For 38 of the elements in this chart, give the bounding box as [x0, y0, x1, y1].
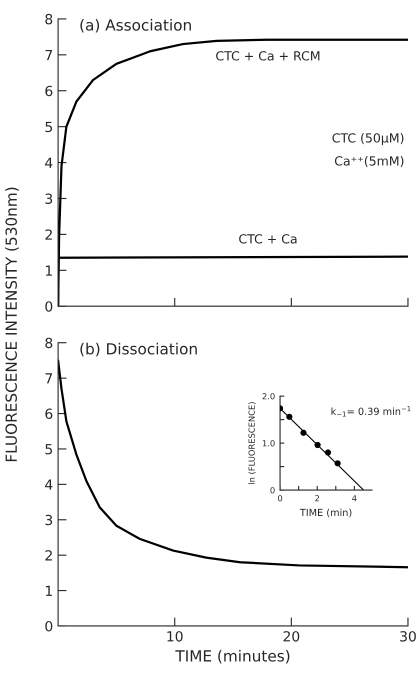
y-tick-label: 0	[45, 620, 52, 632]
series-label: CTC + Ca	[239, 234, 296, 244]
x-tick-label: 4	[352, 495, 357, 502]
x-tick-label: 10	[167, 631, 183, 642]
y-tick-label: 8	[45, 14, 52, 24]
y-tick-label: 1.0	[262, 440, 275, 446]
x-tick-label: 30	[400, 631, 416, 642]
y-tick-label: 7	[46, 373, 52, 384]
y-tick-label: 2.0	[262, 393, 275, 400]
y-tick-label: 8	[45, 338, 52, 348]
y-tick-label: 3	[45, 193, 52, 204]
y-tick-label: 2	[45, 229, 52, 240]
y-tick-label: 1	[46, 586, 52, 596]
y-axis-title: ln (FLUORESCENCE)	[248, 402, 256, 484]
series-label: CTC + Ca + RCM	[216, 51, 320, 61]
y-tick-label: 7	[46, 50, 52, 60]
y-tick-label: 6	[45, 408, 52, 420]
chart-title: (b) Dissociation	[80, 342, 197, 356]
chart-title: (a) Association	[80, 18, 191, 33]
x-tick-label: 0	[278, 495, 282, 502]
y-tick-label: 6	[45, 86, 52, 96]
y-tick-label: 4	[45, 480, 52, 490]
x-tick-label: 2	[315, 495, 320, 502]
y-tick-label: 3	[45, 514, 52, 526]
y-tick-label: 5	[45, 122, 52, 132]
y-tick-label: 2	[45, 550, 52, 560]
x-axis-title: TIME (min)	[300, 508, 352, 518]
y-tick-label: 0	[270, 487, 275, 494]
y-tick-label: 5	[45, 444, 52, 454]
y-tick-label: 4	[45, 158, 52, 168]
y-tick-label: 1	[46, 265, 52, 276]
x-tick-label: 20	[284, 631, 300, 642]
annotation: Ca⁺⁺(5mM)	[334, 156, 404, 168]
x-axis-title: TIME (minutes)	[175, 650, 290, 664]
annotation: CTC (50μM)	[332, 132, 404, 146]
y-tick-label: 0	[45, 301, 52, 312]
y-axis-title: FLUORESCENCE INTENSITY (530nm)	[5, 188, 19, 462]
annotation: k$_{−1}$= 0.39 min$^{−1}$	[332, 406, 410, 416]
